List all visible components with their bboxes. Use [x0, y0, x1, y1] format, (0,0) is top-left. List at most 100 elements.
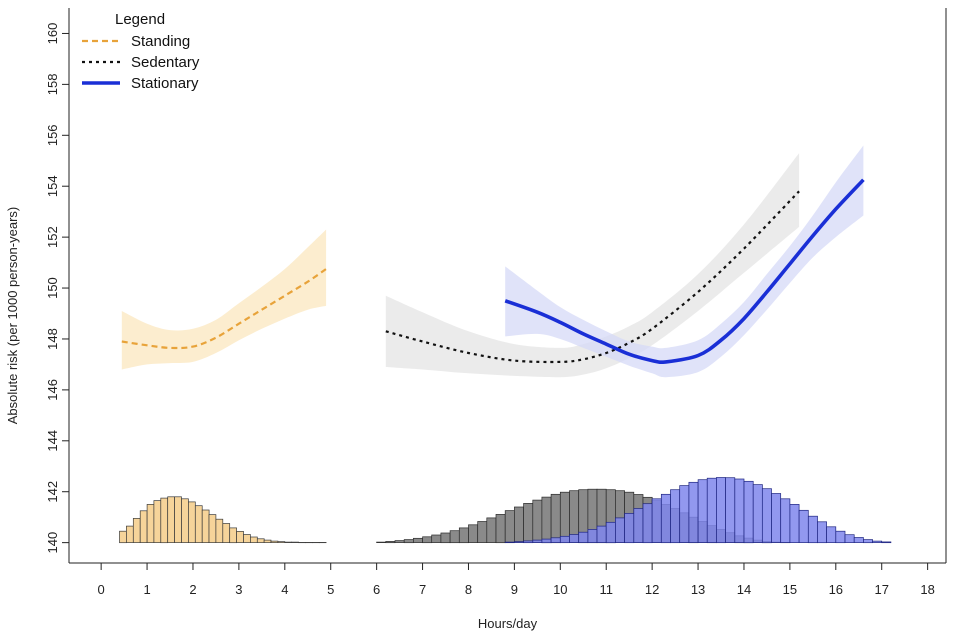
stationary-histogram-bar [753, 485, 762, 543]
y-tick-label: 158 [45, 74, 60, 96]
stationary-histogram-bar [772, 494, 781, 543]
sedentary-histogram-bar [505, 511, 514, 543]
stationary-histogram-bar [762, 489, 771, 543]
standing-histogram-bar [257, 539, 264, 543]
stationary-histogram-bar [689, 482, 698, 542]
stationary-histogram-bar [643, 504, 652, 543]
sedentary-histogram-bar [432, 535, 441, 543]
x-tick-label: 9 [511, 582, 518, 597]
standing-histogram-bar [244, 535, 251, 543]
legend-title: Legend [115, 11, 165, 28]
y-tick-label: 152 [45, 226, 60, 248]
x-tick-label: 13 [691, 582, 705, 597]
standing-histogram-bar [133, 518, 140, 542]
stationary-histogram-bar [597, 526, 606, 543]
stationary-histogram-bar [606, 522, 615, 542]
standing-histogram-bar [264, 540, 271, 543]
x-tick-label: 6 [373, 582, 380, 597]
standing-histogram-bar [285, 542, 292, 543]
sedentary-histogram-bar [441, 533, 450, 543]
stationary-histogram-bar [882, 542, 891, 543]
sedentary-histogram-bar [395, 541, 404, 543]
y-tick-label: 150 [45, 277, 60, 299]
y-tick-label: 144 [45, 430, 60, 452]
x-tick-label: 18 [920, 582, 934, 597]
x-tick-label: 8 [465, 582, 472, 597]
standing-histogram-bar [126, 526, 133, 543]
stationary-histogram-bar [551, 538, 560, 543]
y-tick-label: 146 [45, 379, 60, 401]
stationary-histogram-bar [570, 535, 579, 543]
sedentary-legend-label: Sedentary [131, 54, 200, 71]
x-tick-label: 16 [829, 582, 843, 597]
stationary-histogram-bar [735, 479, 744, 543]
sedentary-histogram-bar [514, 507, 523, 543]
stationary-histogram-bar [726, 478, 735, 543]
stationary-histogram-bar [873, 541, 882, 543]
standing-histogram-bar [209, 515, 216, 543]
standing-histogram-bar [168, 497, 175, 543]
y-tick-label: 160 [45, 23, 60, 45]
stationary-histogram-bar [845, 535, 854, 543]
stationary-histogram-bar [661, 494, 670, 542]
sedentary-histogram-bar [478, 522, 487, 543]
stationary-histogram-bar [707, 478, 716, 542]
standing-histogram-bar [278, 542, 285, 543]
standing-histogram-bar [182, 499, 189, 543]
standing-confidence-band [122, 230, 326, 370]
stationary-histogram-bar [671, 490, 680, 543]
x-axis-title: Hours/day [478, 616, 538, 631]
stationary-histogram-bar [560, 536, 569, 542]
x-tick-label: 12 [645, 582, 659, 597]
stationary-histogram-bar [744, 481, 753, 542]
x-tick-label: 3 [235, 582, 242, 597]
sedentary-histogram-bar [450, 531, 459, 543]
x-tick-label: 17 [874, 582, 888, 597]
standing-histogram-bar [271, 541, 278, 543]
standing-histogram-bar [154, 501, 161, 543]
sedentary-histogram-bar [551, 494, 560, 542]
stationary-histogram-bar [799, 510, 808, 542]
stationary-histogram-bar [854, 538, 863, 543]
sedentary-histogram-bar [386, 541, 395, 542]
standing-histogram-bar [195, 506, 202, 543]
sedentary-histogram-bar [413, 538, 422, 542]
sedentary-histogram-bar [542, 497, 551, 543]
stationary-histogram-bar [615, 518, 624, 543]
sedentary-histogram-bar [469, 525, 478, 543]
standing-histogram-bar [161, 498, 168, 543]
sedentary-histogram-bar [560, 492, 569, 542]
standing-histogram-bar [223, 524, 230, 543]
x-tick-label: 5 [327, 582, 334, 597]
stationary-histogram-bar [836, 531, 845, 543]
stationary-histogram-bar [680, 486, 689, 543]
stationary-histogram-bar [514, 542, 523, 543]
stationary-histogram-bar [505, 542, 514, 543]
x-tick-label: 1 [143, 582, 150, 597]
stationary-histogram-bar [533, 540, 542, 543]
sedentary-histogram-bar [487, 518, 496, 543]
stationary-histogram-bar [790, 504, 799, 542]
legend: LegendStandingSedentaryStationary [82, 11, 200, 92]
standing-histogram-bar [250, 537, 257, 543]
standing-histogram-bar [140, 511, 147, 543]
y-tick-label: 140 [45, 532, 60, 554]
y-tick-label: 142 [45, 481, 60, 503]
stationary-histogram-bar [827, 527, 836, 543]
stationary-histogram-bar [781, 499, 790, 543]
standing-histogram-bar [202, 510, 209, 543]
y-tick-label: 154 [45, 175, 60, 197]
stationary-histogram-bar [716, 478, 725, 543]
stationary-confidence-band [505, 146, 863, 378]
standing-histogram-bar [188, 502, 195, 543]
standing-histogram-bar [120, 531, 127, 543]
stationary-histogram-bar [863, 540, 872, 543]
sedentary-histogram-bar [377, 542, 386, 543]
stationary-histogram-bar [698, 480, 707, 543]
sedentary-histogram-bar [459, 528, 468, 543]
stationary-legend-label: Stationary [131, 75, 199, 92]
x-tick-label: 11 [599, 582, 613, 597]
x-tick-label: 4 [281, 582, 288, 597]
